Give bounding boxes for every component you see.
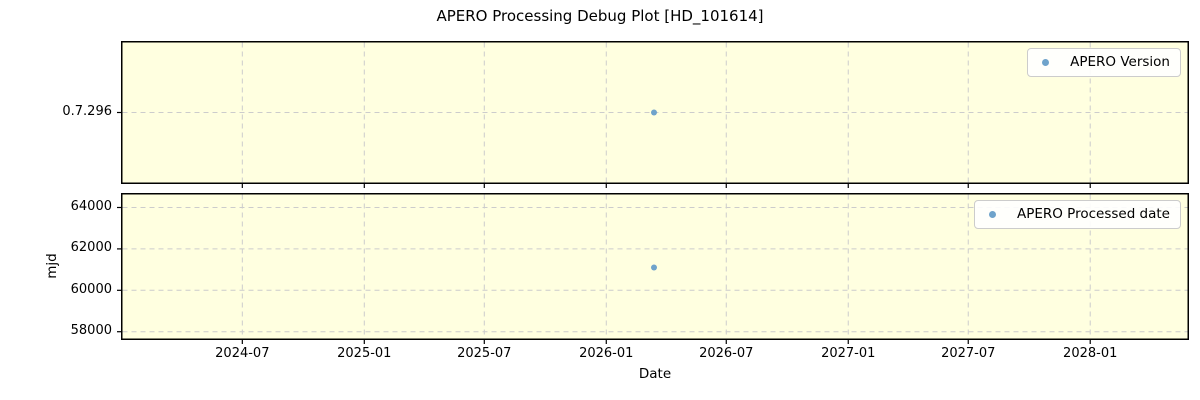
x-axis-label: Date [638, 366, 672, 382]
x-tick-label: 2027-07 [941, 346, 996, 361]
x-tick-label: 2027-01 [821, 346, 876, 361]
x-tick-label: 2025-01 [337, 346, 392, 361]
y-tick-label: 0.7.296 [62, 104, 112, 119]
x-tick-label: 2026-01 [579, 346, 634, 361]
legend-apero-processed-date: APERO Processed date [973, 200, 1181, 229]
subplot-apero-version-canvas [117, 41, 1189, 188]
scatter-marker-icon [988, 211, 996, 218]
y-axis-label-mjd: mjd [44, 253, 60, 279]
x-tick-label: 2026-07 [699, 346, 754, 361]
chart-title: APERO Processing Debug Plot [HD_101614] [436, 7, 764, 25]
legend-label-apero-processed-date: APERO Processed date [1016, 206, 1170, 222]
scatter-marker-icon [1042, 59, 1050, 66]
subplot-apero-version: APERO Version [117, 41, 1189, 188]
y-tick-label: 60000 [70, 281, 112, 297]
scatter-point [651, 109, 658, 116]
y-tick-label: 64000 [70, 198, 112, 214]
legend-label-apero-version: APERO Version [1070, 54, 1170, 70]
subplot-apero-processed-date: APERO Processed date [117, 193, 1189, 344]
y-tick-label: 58000 [70, 323, 112, 339]
scatter-point [651, 264, 658, 271]
legend-apero-version: APERO Version [1027, 48, 1181, 77]
x-tick-label: 2024-07 [215, 346, 270, 361]
x-tick-label: 2025-07 [457, 346, 512, 361]
y-tick-label: 62000 [70, 240, 112, 256]
x-tick-label: 2028-01 [1063, 346, 1118, 361]
